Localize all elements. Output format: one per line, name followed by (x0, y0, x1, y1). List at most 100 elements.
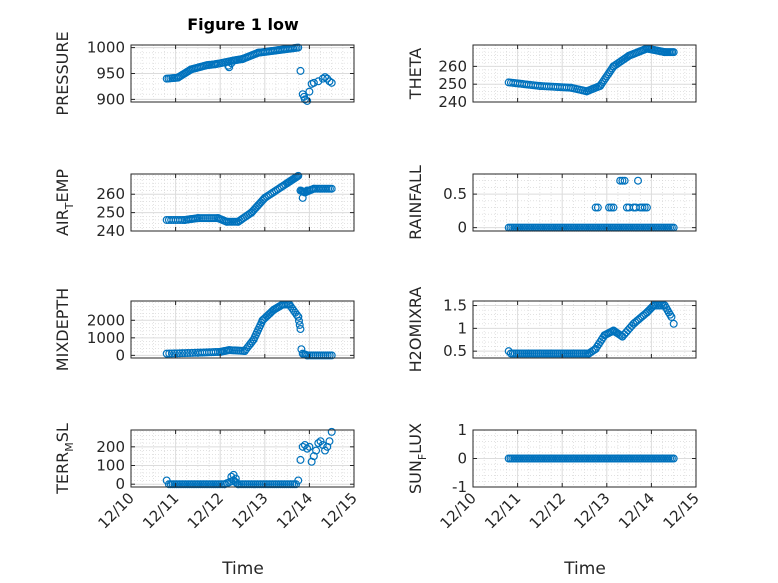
data-point (188, 348, 197, 357)
axes-box (130, 300, 355, 359)
y-tick-label: 0.5 (443, 185, 467, 203)
data-point (296, 455, 305, 464)
data-point (609, 203, 618, 212)
data-point (325, 77, 334, 86)
data-point (231, 474, 240, 483)
data-point (186, 348, 195, 357)
x-axis-label-left: Time (221, 559, 264, 579)
data-point (607, 203, 616, 212)
y-tick-label: 100 (96, 457, 125, 475)
y-tick-label: 1000 (87, 329, 125, 347)
data-point (620, 176, 629, 185)
axes-box (472, 44, 697, 103)
data-point (645, 305, 654, 314)
x-tick-label: 12/12 (184, 489, 227, 532)
data-point (162, 476, 171, 485)
data-point (294, 171, 303, 180)
data-point (294, 312, 303, 321)
data-point (327, 78, 336, 87)
x-tick-label: 12/10 (95, 489, 138, 532)
data-point (616, 176, 625, 185)
data-point (303, 186, 312, 195)
data-point (667, 312, 676, 321)
data-point (504, 347, 513, 356)
y-axis-label-tail: EMP (53, 169, 72, 203)
y-axis-label-main: MIXDEPTH (53, 288, 72, 371)
y-tick-label: 1 (457, 319, 467, 337)
y-tick-label: 260 (438, 57, 467, 75)
y-tick-label: 250 (96, 204, 125, 222)
data-point (296, 66, 305, 75)
x-tick-label: 12/14 (273, 489, 316, 532)
y-axis-label: TERRMSL (53, 423, 76, 495)
data-point (227, 59, 236, 68)
y-axis-label: PRESSURE (53, 31, 72, 115)
y-axis-label-subscript: F (416, 454, 429, 460)
data-point (638, 203, 647, 212)
y-axis-label-main: TERR (53, 452, 72, 495)
data-point (642, 203, 651, 212)
data-point (644, 307, 653, 316)
data-point (248, 337, 257, 346)
y-tick-label: 2000 (87, 311, 125, 329)
x-tick-label: 12/12 (526, 489, 569, 532)
data-point (640, 203, 649, 212)
y-axis-label-main: AIR (53, 209, 72, 236)
data-point (294, 43, 303, 52)
y-tick-label: 0 (115, 346, 125, 364)
axes-box (472, 300, 697, 359)
x-tick-label: 12/15 (318, 489, 361, 532)
data-point (178, 349, 187, 358)
x-tick-label: 12/11 (481, 489, 524, 532)
data-point (303, 444, 312, 453)
data-point (669, 319, 678, 328)
x-tick-label: 12/14 (615, 489, 658, 532)
data-point (294, 476, 303, 485)
data-point (305, 87, 314, 96)
y-axis-label-main: RAINFALL (406, 165, 425, 240)
data-point (318, 74, 327, 83)
x-tick-label: 12/11 (139, 489, 182, 532)
data-point (297, 345, 306, 354)
y-tick-label: -1 (452, 478, 467, 496)
data-point (325, 437, 334, 446)
y-axis-label-main: SUN (406, 460, 425, 494)
data-point (605, 203, 614, 212)
y-axis-label-subscript: T (63, 202, 76, 210)
x-tick-label: 12/15 (660, 489, 703, 532)
y-tick-label: 240 (438, 93, 467, 111)
y-tick-label: 240 (96, 222, 125, 240)
y-tick-label: 200 (96, 438, 125, 456)
y-tick-label: 0 (457, 450, 467, 468)
data-point (227, 472, 236, 481)
y-axis-label: H2OMIXRA (406, 287, 425, 373)
data-point (183, 349, 192, 358)
y-axis-label-main: PRESSURE (53, 31, 72, 115)
y-tick-label: 1000 (87, 39, 125, 57)
data-point (167, 349, 176, 358)
y-tick-label: 1.5 (443, 297, 467, 315)
data-point (303, 96, 312, 105)
data-point (296, 325, 305, 334)
data-point (591, 203, 600, 212)
y-axis-label: SUNFLUX (406, 423, 429, 494)
data-point (327, 184, 336, 193)
data-point (295, 320, 304, 329)
data-point (298, 193, 307, 202)
y-tick-label: 950 (96, 65, 125, 83)
y-axis-label: MIXDEPTH (53, 288, 72, 371)
y-axis-label-subscript: M (63, 442, 76, 452)
subplot-1: 900 950 1000 PRESSURE (53, 31, 355, 116)
data-point (180, 349, 189, 358)
data-point (305, 442, 314, 451)
y-tick-label: 0 (115, 475, 125, 493)
y-axis-label: THETA (406, 48, 425, 100)
data-point (294, 316, 303, 325)
x-tick-label: 12/13 (228, 489, 271, 532)
y-axis-label-main: THETA (406, 48, 425, 100)
